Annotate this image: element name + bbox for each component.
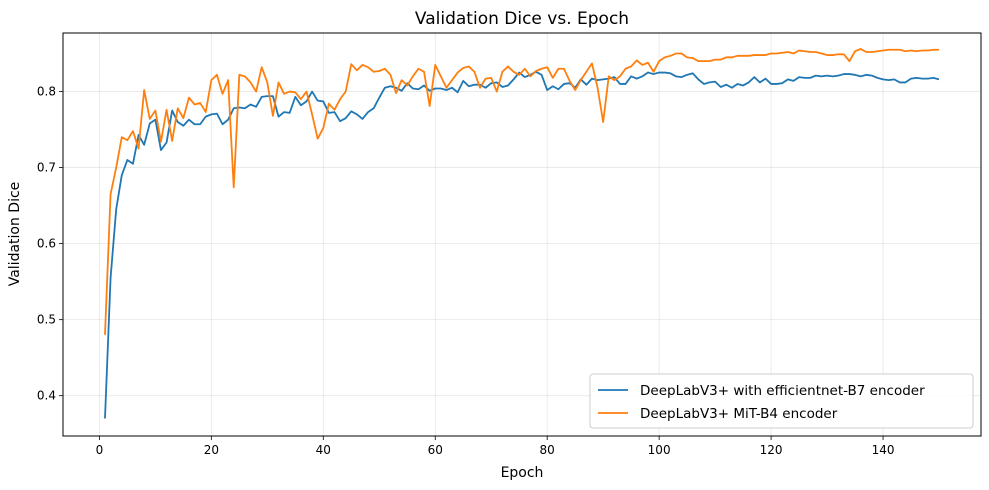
- x-tick-label: 60: [428, 443, 443, 457]
- x-tick-label: 140: [872, 443, 895, 457]
- y-tick-label: 0.7: [37, 161, 56, 175]
- legend-label-series-1: DeepLabV3+ with efficientnet-B7 encoder: [640, 383, 925, 399]
- y-axis-title: Validation Dice: [7, 182, 23, 287]
- legend-label-series-2: DeepLabV3+ MiT-B4 encoder: [640, 406, 838, 422]
- x-tick-label: 40: [316, 443, 331, 457]
- series-layer: [104, 48, 940, 419]
- grid-lines: [63, 33, 981, 436]
- series-line-2: [104, 48, 940, 335]
- y-tick-label: 0.5: [37, 313, 56, 327]
- x-tick-label: 120: [760, 443, 783, 457]
- x-tick-label: 100: [648, 443, 671, 457]
- plot-frame: [62, 32, 982, 437]
- y-tick-label: 0.6: [37, 237, 56, 251]
- x-tick-label: 0: [96, 443, 104, 457]
- y-tick-label: 0.8: [37, 85, 56, 99]
- x-tick-label: 80: [540, 443, 555, 457]
- legend-box: [589, 373, 974, 429]
- y-axis: 0.4 0.5 0.6 0.7 0.8: [37, 85, 63, 403]
- legend: DeepLabV3+ with efficientnet-B7 encoder …: [589, 373, 974, 429]
- x-tick-label: 20: [204, 443, 219, 457]
- x-axis: 0 20 40 60 80 100 120 140: [96, 436, 895, 457]
- chart-title: Validation Dice vs. Epoch: [415, 9, 629, 29]
- x-axis-title: Epoch: [501, 465, 544, 481]
- series-line-1: [104, 70, 940, 419]
- y-tick-label: 0.4: [37, 389, 56, 403]
